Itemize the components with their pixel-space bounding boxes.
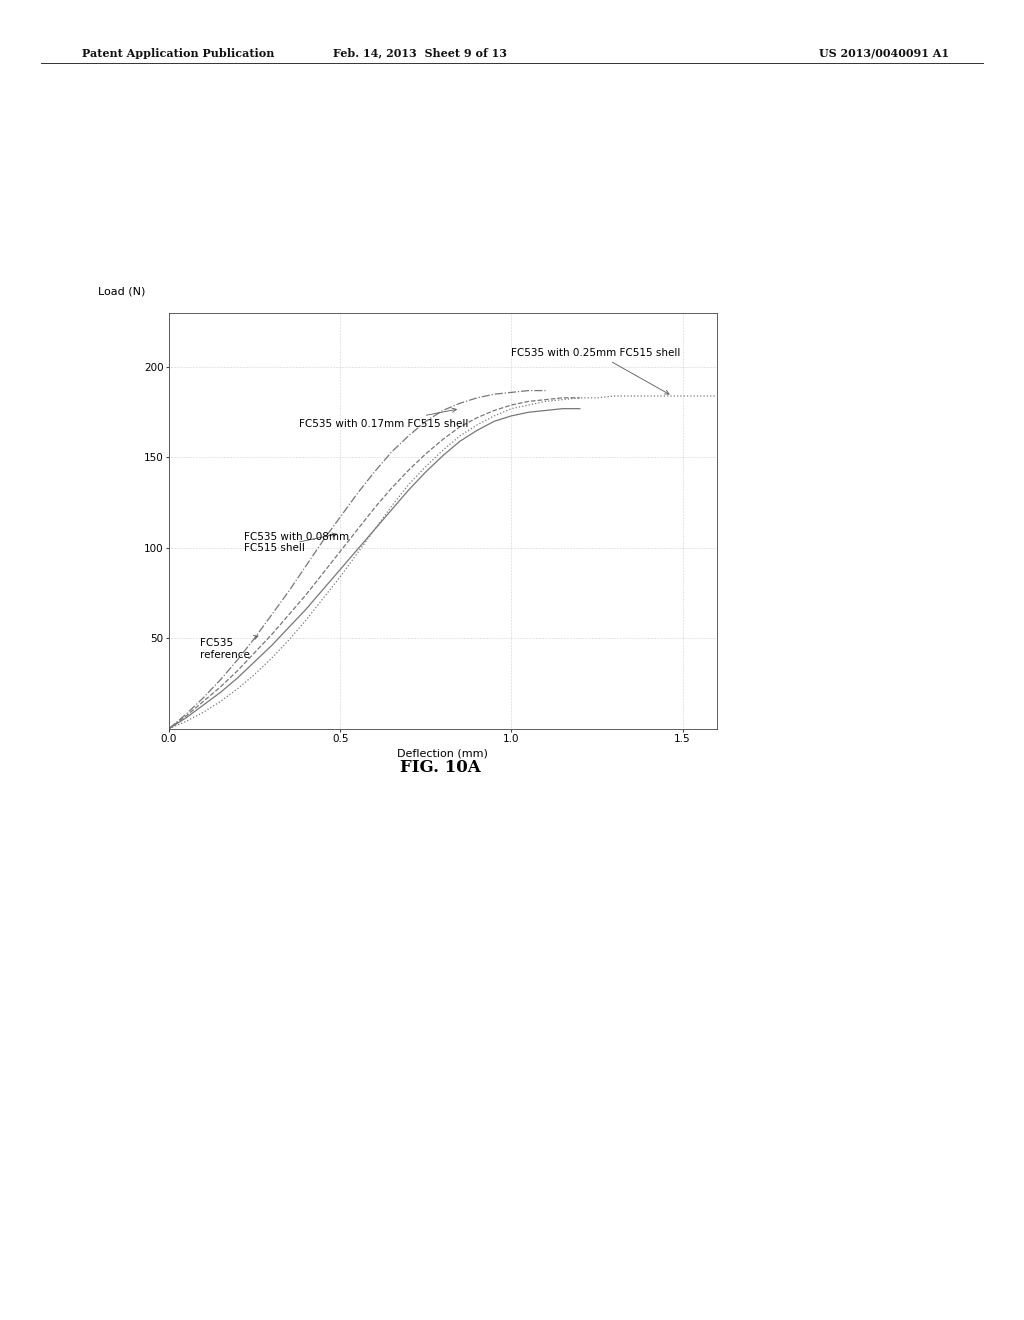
Text: FIG. 10A: FIG. 10A [400,759,480,776]
X-axis label: Deflection (mm): Deflection (mm) [397,748,488,759]
Text: FC535
reference: FC535 reference [200,635,258,660]
Text: Load (N): Load (N) [97,286,145,296]
Text: Feb. 14, 2013  Sheet 9 of 13: Feb. 14, 2013 Sheet 9 of 13 [333,48,507,58]
Text: FC535 with 0.25mm FC515 shell: FC535 with 0.25mm FC515 shell [511,348,681,395]
Text: Patent Application Publication: Patent Application Publication [82,48,274,58]
Text: FC535 with 0.17mm FC515 shell: FC535 with 0.17mm FC515 shell [299,408,468,429]
Text: FC535 with 0.08mm
FC515 shell: FC535 with 0.08mm FC515 shell [245,532,349,553]
Text: US 2013/0040091 A1: US 2013/0040091 A1 [819,48,949,58]
